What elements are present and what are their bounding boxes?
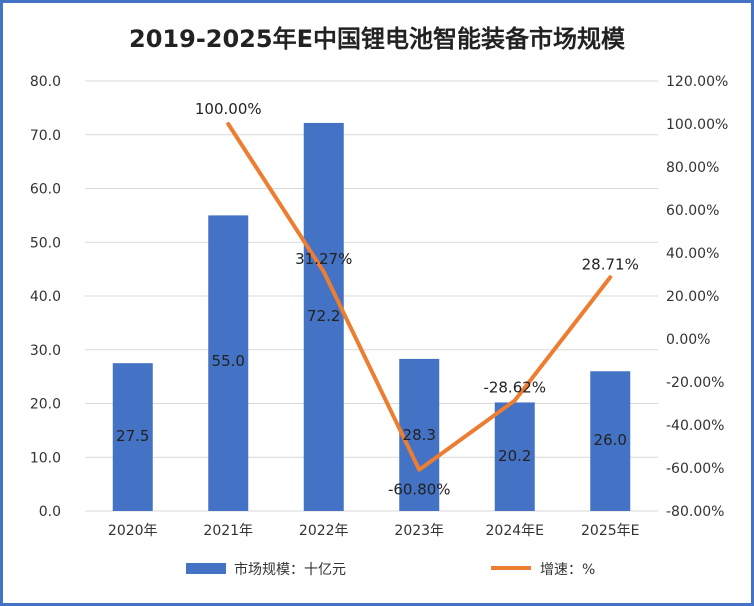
legend-line-label: 增速：% (540, 562, 595, 578)
y-tick-label: 60.0 (30, 182, 61, 198)
y2-tick-label: 60.00% (666, 203, 719, 219)
bar (494, 402, 535, 511)
bar (590, 371, 631, 511)
y2-tick-label: 20.00% (666, 289, 719, 305)
y-tick-label: 40.0 (30, 289, 61, 305)
y2-tick-label: -20.00% (666, 375, 724, 391)
legend-bar-label: 市场规模：十亿元 (234, 561, 346, 578)
bar-data-label: 26.0 (594, 431, 627, 449)
bar-data-label: 55.0 (212, 352, 245, 370)
y2-tick-label: 0.00% (666, 332, 710, 348)
bar-data-label: 27.5 (116, 427, 149, 445)
y-tick-label: 0.0 (39, 504, 61, 520)
y-tick-label: 10.0 (30, 450, 61, 466)
bar (399, 358, 440, 511)
x-tick-label: 2021年 (203, 523, 253, 539)
y-tick-label: 50.0 (30, 235, 61, 251)
x-tick-label: 2024年E (486, 523, 544, 539)
bar-data-label: 28.3 (403, 426, 436, 444)
y-tick-label: 20.0 (30, 397, 61, 413)
x-tick-label: 2023年 (394, 523, 444, 539)
y-tick-label: 70.0 (30, 128, 61, 144)
line-data-label: 100.00% (195, 100, 262, 118)
y-tick-label: 80.0 (30, 74, 61, 90)
bar (112, 363, 153, 511)
y2-tick-label: -60.00% (666, 461, 724, 477)
bar-data-label: 20.2 (498, 447, 531, 465)
legend-bar-swatch (186, 563, 226, 574)
line-data-label: -28.62% (483, 379, 546, 397)
y2-tick-label: -80.00% (666, 504, 724, 520)
bar (303, 122, 344, 512)
y2-tick-label: -40.00% (666, 418, 724, 434)
y2-tick-label: 80.00% (666, 160, 719, 176)
growth-line (226, 122, 613, 472)
y-tick-label: 30.0 (30, 343, 61, 359)
y2-tick-label: 40.00% (666, 246, 719, 262)
x-tick-label: 2022年 (299, 523, 349, 539)
bar (208, 215, 249, 511)
y2-tick-label: 100.00% (666, 117, 728, 133)
bar-data-label: 72.2 (307, 307, 340, 325)
line-data-label: -60.80% (388, 481, 451, 499)
chart-title: 2019-2025年E中国锂电池智能装备市场规模 (129, 25, 625, 53)
y2-tick-label: 120.00% (666, 74, 728, 90)
chart-svg: 0.0 10.0 20.0 30.0 40.0 50.0 60.0 70.0 80.0 -80.0… (30, 74, 728, 578)
x-tick-label: 2020年 (108, 523, 158, 539)
line-data-label: 28.71% (582, 255, 639, 273)
x-tick-label: 2025年E (581, 523, 639, 539)
line-data-label: 31.27% (295, 250, 352, 268)
